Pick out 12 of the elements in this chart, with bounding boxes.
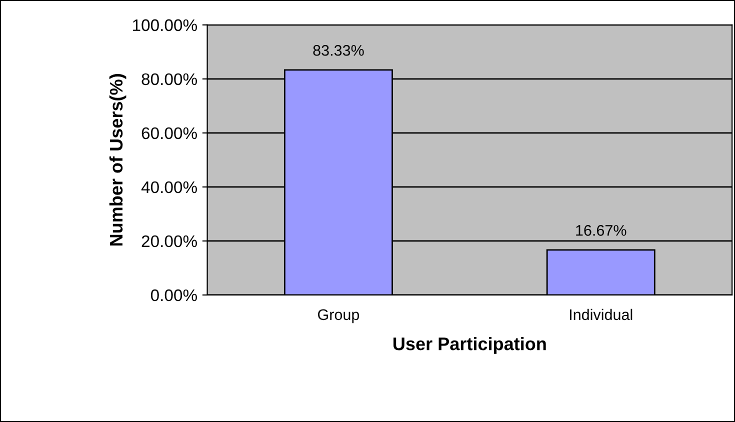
text: 16.67% (576, 225, 626, 236)
text: 83.33% (313, 44, 364, 56)
y-tick-label: 80.00% (142, 73, 197, 86)
y-axis-title: Number of Users(%) (109, 74, 126, 246)
x-tick-label: Group (318, 309, 360, 324)
y-tick-label: 40.00% (141, 181, 197, 194)
y-tick-label: 100.00% (133, 19, 197, 32)
y-tick-label: 60.00% (142, 127, 197, 140)
x-axis-title: User Participation (393, 337, 546, 354)
x-tick-label: Individual (570, 308, 632, 320)
y-tick-label: 0.00% (150, 289, 197, 302)
y-tick-label: 20.00% (142, 235, 197, 248)
